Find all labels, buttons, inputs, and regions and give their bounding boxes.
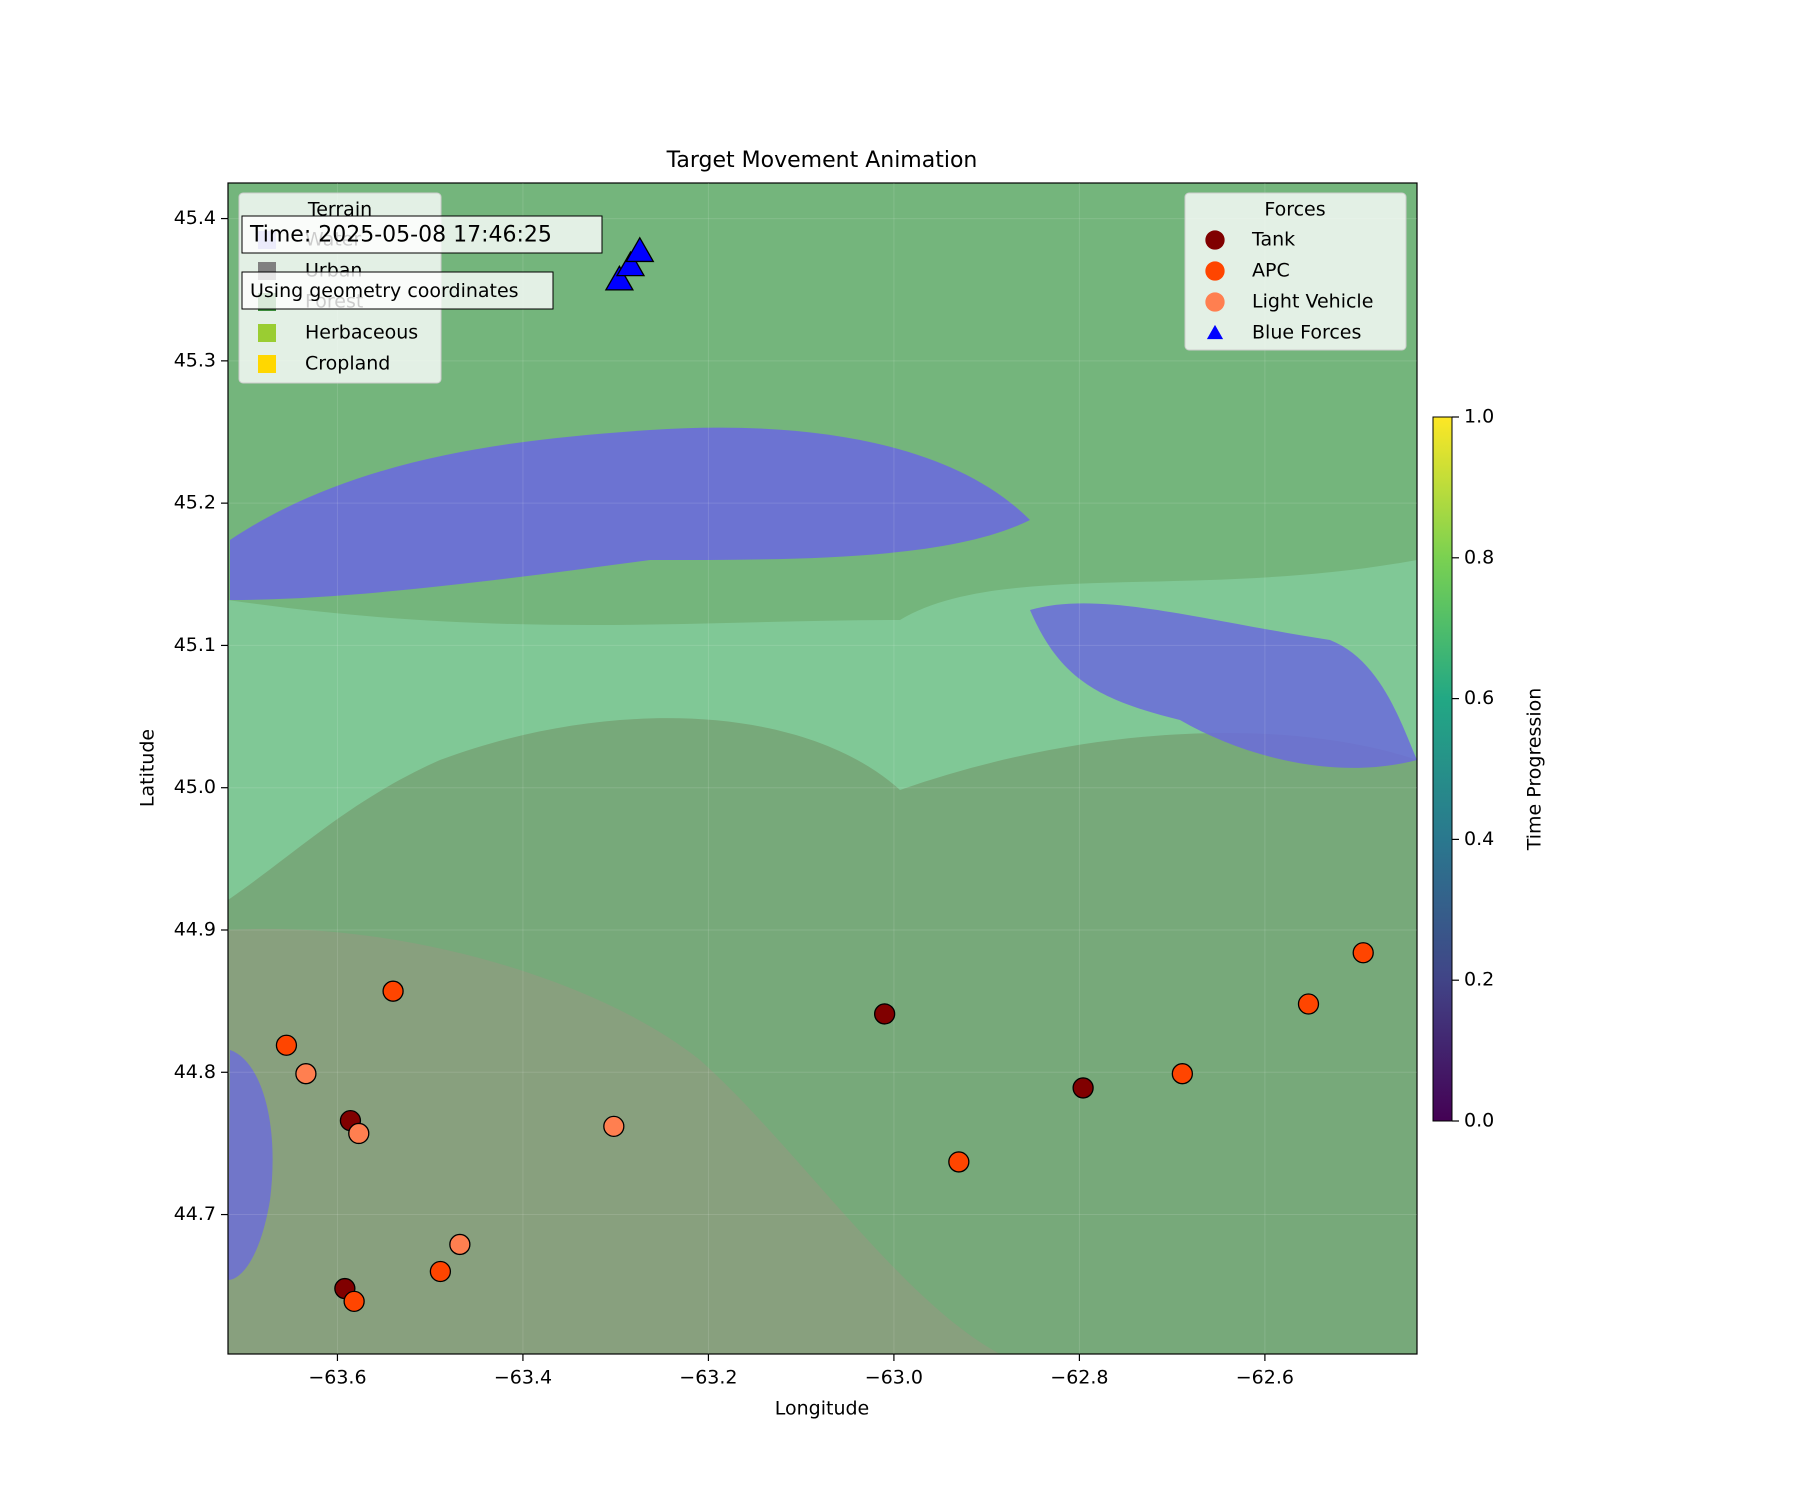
forces-legend-title: Forces xyxy=(1264,199,1325,221)
y-tick-label: 45.1 xyxy=(174,634,216,656)
colorbar-tick-label: 0.0 xyxy=(1464,1110,1494,1132)
x-axis-label: Longitude xyxy=(775,1398,870,1420)
legend-marker xyxy=(1205,230,1225,250)
terrain-legend-label: Cropland xyxy=(305,353,390,375)
data-point xyxy=(948,1151,970,1173)
y-tick-label: 45.0 xyxy=(174,776,216,798)
data-point xyxy=(275,1034,298,1056)
terrain-legend-swatch xyxy=(258,324,276,342)
annotation-box xyxy=(241,271,554,310)
data-point xyxy=(343,1290,365,1313)
legend-marker xyxy=(1205,261,1225,281)
colorbar-tick-label: 0.4 xyxy=(1464,828,1494,850)
colorbar-tick-label: 0.6 xyxy=(1464,687,1494,709)
legend-label: Light Vehicle xyxy=(1252,291,1373,313)
y-tick-label: 45.3 xyxy=(174,349,216,371)
data-point xyxy=(1297,993,1320,1015)
data-point xyxy=(625,236,655,263)
data-point xyxy=(603,1115,625,1137)
colorbar-label: Time Progression xyxy=(1524,688,1546,852)
y-tick-label: 45.4 xyxy=(174,207,216,229)
data-point xyxy=(615,250,646,277)
legend-marker xyxy=(1206,324,1224,340)
x-tick-label: −62.8 xyxy=(1050,1367,1108,1389)
legend-label: Tank xyxy=(1251,229,1295,251)
x-tick-label: −62.6 xyxy=(1236,1367,1294,1389)
data-point xyxy=(604,264,635,291)
colorbar xyxy=(1432,416,1453,1122)
data-point xyxy=(348,1122,370,1145)
annotation-box xyxy=(241,215,603,254)
terrain-legend-label: Herbaceous xyxy=(305,322,418,344)
colorbar-tick-label: 0.8 xyxy=(1464,546,1494,568)
y-tick-label: 44.9 xyxy=(174,918,216,940)
terrain-legend-swatch xyxy=(258,355,276,373)
legend-marker xyxy=(1205,292,1225,312)
data-point xyxy=(873,1003,896,1025)
x-tick-label: −63.2 xyxy=(679,1367,737,1389)
colorbar-tick-label: 0.2 xyxy=(1464,969,1494,991)
terrain-legend-title: Terrain xyxy=(307,199,372,221)
terrain-map xyxy=(228,183,1417,1354)
legend-label: APC xyxy=(1252,260,1290,282)
data-point xyxy=(1352,942,1374,964)
chart-title: Target Movement Animation xyxy=(666,148,978,173)
legend-label: Blue Forces xyxy=(1252,322,1361,344)
data-point xyxy=(382,980,404,1002)
data-point xyxy=(1072,1077,1094,1099)
colorbar-tick-label: 1.0 xyxy=(1464,406,1494,428)
data-point xyxy=(429,1260,452,1283)
data-point xyxy=(1171,1063,1194,1085)
y-axis-label: Latitude xyxy=(137,729,159,807)
y-tick-label: 44.7 xyxy=(174,1203,216,1225)
annotation-text: Using geometry coordinates xyxy=(250,280,519,302)
x-tick-label: −63.0 xyxy=(865,1367,923,1389)
data-point xyxy=(295,1063,317,1085)
plot-frame xyxy=(227,182,1418,1355)
y-tick-label: 44.8 xyxy=(174,1061,216,1083)
y-tick-label: 45.2 xyxy=(174,492,216,514)
x-tick-label: −63.4 xyxy=(494,1367,552,1389)
forces-legend-box xyxy=(1184,192,1407,351)
annotation-text: Time: 2025-05-08 17:46:25 xyxy=(249,223,552,248)
x-tick-label: −63.6 xyxy=(308,1367,366,1389)
data-point xyxy=(449,1233,471,1256)
